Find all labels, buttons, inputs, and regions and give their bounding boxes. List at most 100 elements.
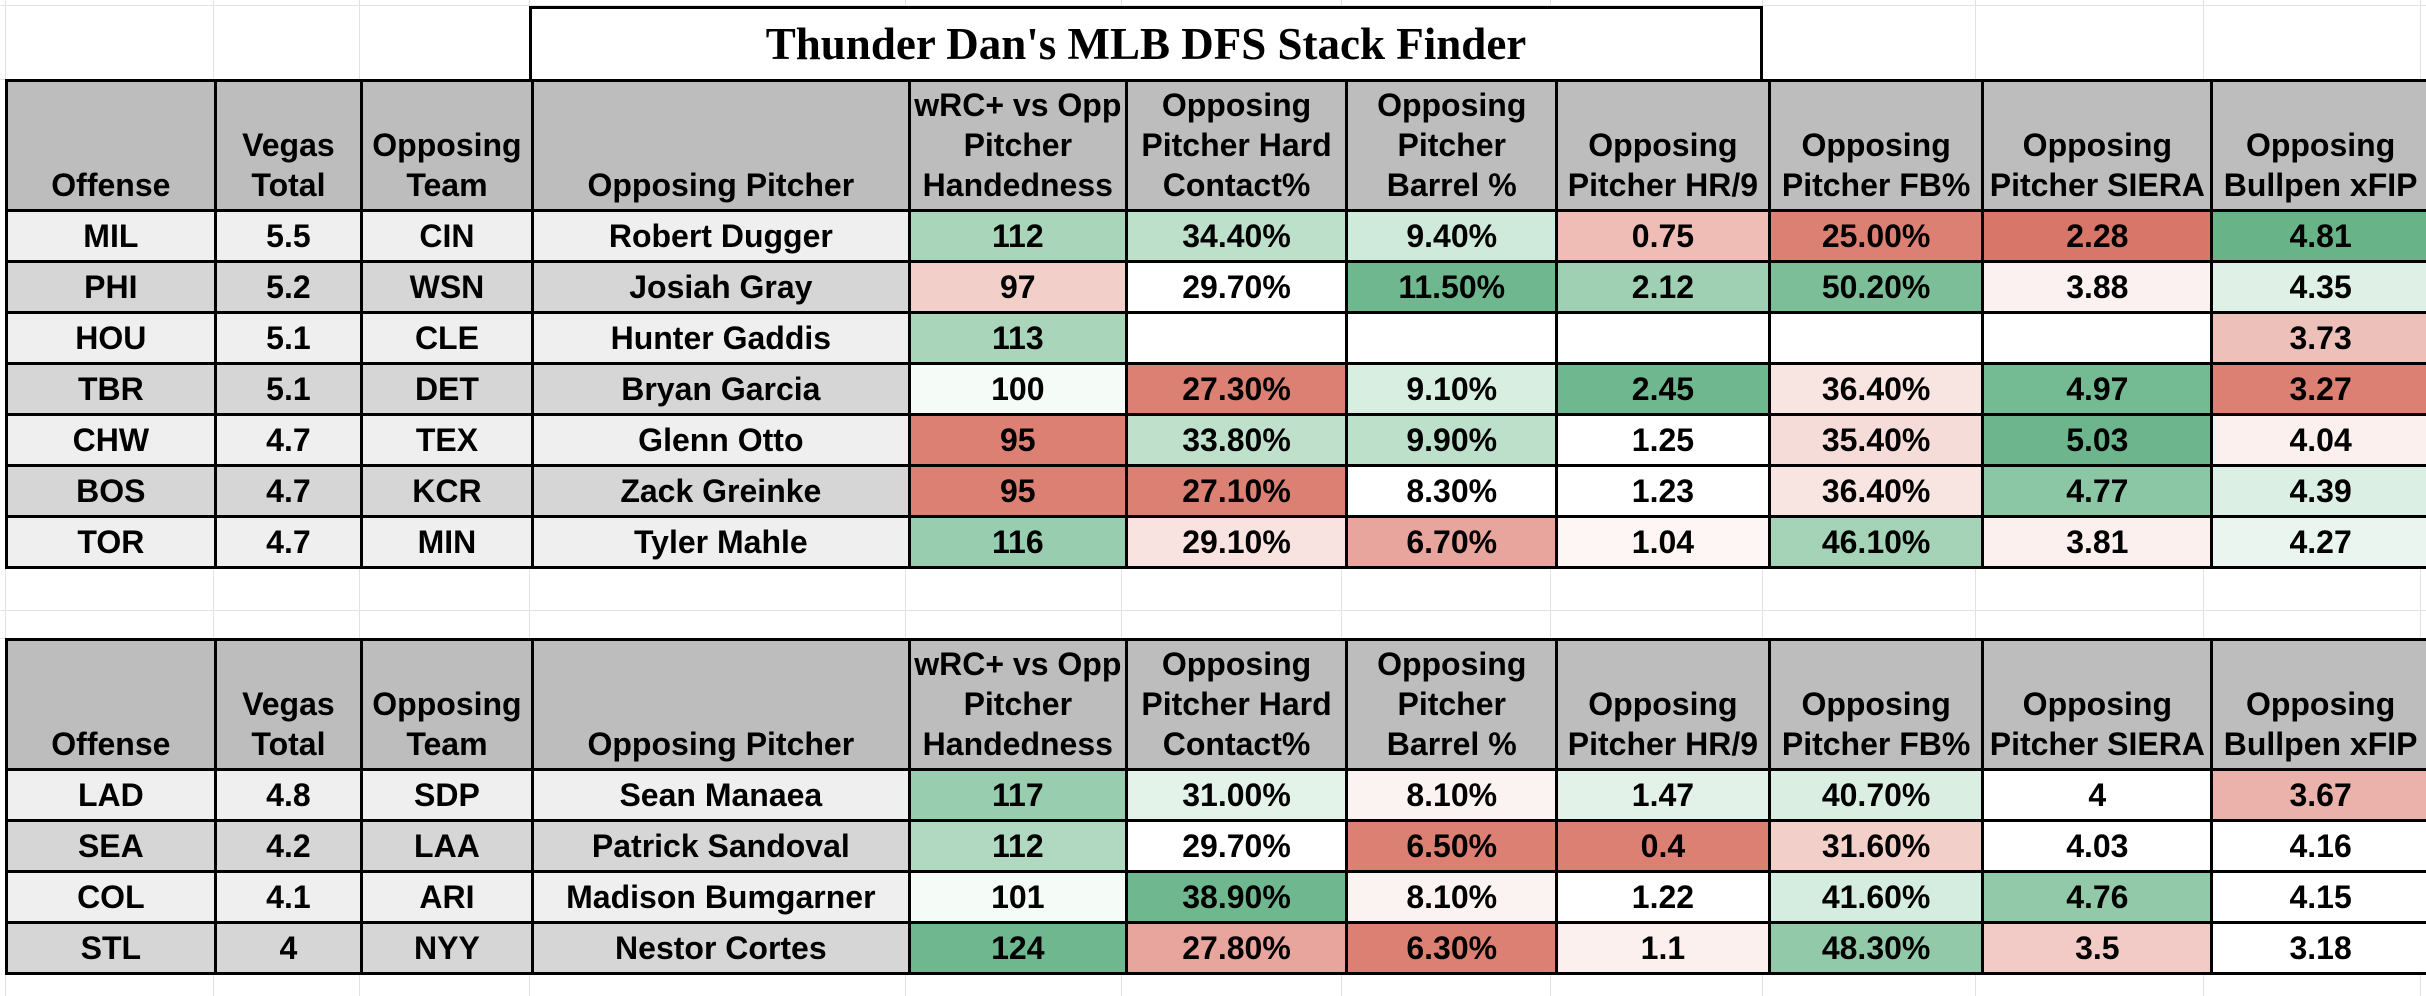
opposing-pitcher-cell[interactable]: Zack Greinke (530, 464, 911, 518)
fb-pct-cell[interactable]: 46.10% (1767, 515, 1985, 569)
siera-cell[interactable]: 4.76 (1981, 870, 2214, 924)
bullpen-xfip-cell[interactable]: 4.27 (2210, 515, 2426, 569)
bullpen-xfip-cell[interactable]: 3.67 (2210, 768, 2426, 822)
siera-cell[interactable]: 4 (1981, 768, 2214, 822)
opposing-team-cell[interactable]: CLE (360, 311, 534, 365)
offense-cell[interactable]: BOS (5, 464, 217, 518)
vegas-total-cell[interactable]: 4.2 (213, 819, 364, 873)
hard-contact-cell[interactable]: 29.70% (1124, 260, 1349, 314)
barrel-pct-cell[interactable]: 6.50% (1345, 819, 1559, 873)
vegas-total-cell[interactable]: 4.7 (213, 464, 364, 518)
hard-contact-cell[interactable]: 34.40% (1124, 209, 1349, 263)
hr-per-9-cell[interactable]: 2.45 (1555, 362, 1771, 416)
opposing-pitcher-cell[interactable]: Madison Bumgarner (530, 870, 911, 924)
wrc-plus-cell[interactable]: 100 (907, 362, 1128, 416)
barrel-pct-cell[interactable]: 9.40% (1345, 209, 1559, 263)
opposing-team-cell[interactable]: TEX (360, 413, 534, 467)
fb-pct-cell[interactable]: 40.70% (1767, 768, 1985, 822)
vegas-total-cell[interactable]: 4 (213, 921, 364, 975)
fb-pct-cell[interactable]: 50.20% (1767, 260, 1985, 314)
wrc-plus-cell[interactable]: 113 (907, 311, 1128, 365)
barrel-pct-cell[interactable]: 6.70% (1345, 515, 1559, 569)
bullpen-xfip-cell[interactable]: 3.27 (2210, 362, 2426, 416)
fb-pct-cell[interactable]: 31.60% (1767, 819, 1985, 873)
opposing-team-cell[interactable]: MIN (360, 515, 534, 569)
hard-contact-cell[interactable]: 27.10% (1124, 464, 1349, 518)
hr-per-9-cell[interactable]: 1.1 (1555, 921, 1771, 975)
wrc-plus-cell[interactable]: 112 (907, 209, 1128, 263)
hr-per-9-cell[interactable]: 0.75 (1555, 209, 1771, 263)
siera-cell[interactable]: 5.03 (1981, 413, 2214, 467)
hard-contact-cell[interactable]: 33.80% (1124, 413, 1349, 467)
offense-cell[interactable]: LAD (5, 768, 217, 822)
wrc-plus-cell[interactable]: 117 (907, 768, 1128, 822)
hr-per-9-cell[interactable] (1555, 311, 1771, 365)
bullpen-xfip-cell[interactable]: 3.18 (2210, 921, 2426, 975)
opposing-team-cell[interactable]: LAA (360, 819, 534, 873)
siera-cell[interactable] (1981, 311, 2214, 365)
bullpen-xfip-cell[interactable]: 4.15 (2210, 870, 2426, 924)
vegas-total-cell[interactable]: 5.5 (213, 209, 364, 263)
siera-cell[interactable]: 4.97 (1981, 362, 2214, 416)
offense-cell[interactable]: HOU (5, 311, 217, 365)
hr-per-9-cell[interactable]: 1.23 (1555, 464, 1771, 518)
offense-cell[interactable]: TOR (5, 515, 217, 569)
opposing-pitcher-cell[interactable]: Glenn Otto (530, 413, 911, 467)
opposing-pitcher-cell[interactable]: Robert Dugger (530, 209, 911, 263)
hard-contact-cell[interactable]: 27.30% (1124, 362, 1349, 416)
offense-cell[interactable]: SEA (5, 819, 217, 873)
siera-cell[interactable]: 4.03 (1981, 819, 2214, 873)
hr-per-9-cell[interactable]: 0.4 (1555, 819, 1771, 873)
wrc-plus-cell[interactable]: 95 (907, 464, 1128, 518)
opposing-pitcher-cell[interactable]: Tyler Mahle (530, 515, 911, 569)
opposing-team-cell[interactable]: NYY (360, 921, 534, 975)
bullpen-xfip-cell[interactable]: 4.04 (2210, 413, 2426, 467)
barrel-pct-cell[interactable]: 11.50% (1345, 260, 1559, 314)
opposing-team-cell[interactable]: SDP (360, 768, 534, 822)
opposing-team-cell[interactable]: KCR (360, 464, 534, 518)
fb-pct-cell[interactable] (1767, 311, 1985, 365)
opposing-team-cell[interactable]: ARI (360, 870, 534, 924)
opposing-pitcher-cell[interactable]: Patrick Sandoval (530, 819, 911, 873)
vegas-total-cell[interactable]: 5.1 (213, 362, 364, 416)
siera-cell[interactable]: 2.28 (1981, 209, 2214, 263)
fb-pct-cell[interactable]: 35.40% (1767, 413, 1985, 467)
fb-pct-cell[interactable]: 36.40% (1767, 464, 1985, 518)
bullpen-xfip-cell[interactable]: 3.73 (2210, 311, 2426, 365)
siera-cell[interactable]: 3.5 (1981, 921, 2214, 975)
fb-pct-cell[interactable]: 48.30% (1767, 921, 1985, 975)
offense-cell[interactable]: COL (5, 870, 217, 924)
offense-cell[interactable]: CHW (5, 413, 217, 467)
barrel-pct-cell[interactable] (1345, 311, 1559, 365)
hr-per-9-cell[interactable]: 1.04 (1555, 515, 1771, 569)
barrel-pct-cell[interactable]: 6.30% (1345, 921, 1559, 975)
vegas-total-cell[interactable]: 4.1 (213, 870, 364, 924)
bullpen-xfip-cell[interactable]: 4.81 (2210, 209, 2426, 263)
barrel-pct-cell[interactable]: 8.10% (1345, 870, 1559, 924)
vegas-total-cell[interactable]: 4.7 (213, 515, 364, 569)
vegas-total-cell[interactable]: 4.8 (213, 768, 364, 822)
hr-per-9-cell[interactable]: 1.25 (1555, 413, 1771, 467)
wrc-plus-cell[interactable]: 97 (907, 260, 1128, 314)
wrc-plus-cell[interactable]: 101 (907, 870, 1128, 924)
opposing-pitcher-cell[interactable]: Hunter Gaddis (530, 311, 911, 365)
wrc-plus-cell[interactable]: 116 (907, 515, 1128, 569)
barrel-pct-cell[interactable]: 8.10% (1345, 768, 1559, 822)
hard-contact-cell[interactable]: 27.80% (1124, 921, 1349, 975)
wrc-plus-cell[interactable]: 112 (907, 819, 1128, 873)
vegas-total-cell[interactable]: 4.7 (213, 413, 364, 467)
opposing-team-cell[interactable]: CIN (360, 209, 534, 263)
barrel-pct-cell[interactable]: 8.30% (1345, 464, 1559, 518)
hard-contact-cell[interactable]: 31.00% (1124, 768, 1349, 822)
fb-pct-cell[interactable]: 25.00% (1767, 209, 1985, 263)
hr-per-9-cell[interactable]: 1.22 (1555, 870, 1771, 924)
fb-pct-cell[interactable]: 36.40% (1767, 362, 1985, 416)
hr-per-9-cell[interactable]: 2.12 (1555, 260, 1771, 314)
opposing-pitcher-cell[interactable]: Bryan Garcia (530, 362, 911, 416)
vegas-total-cell[interactable]: 5.2 (213, 260, 364, 314)
hard-contact-cell[interactable]: 29.70% (1124, 819, 1349, 873)
vegas-total-cell[interactable]: 5.1 (213, 311, 364, 365)
siera-cell[interactable]: 4.77 (1981, 464, 2214, 518)
opposing-pitcher-cell[interactable]: Nestor Cortes (530, 921, 911, 975)
barrel-pct-cell[interactable]: 9.90% (1345, 413, 1559, 467)
